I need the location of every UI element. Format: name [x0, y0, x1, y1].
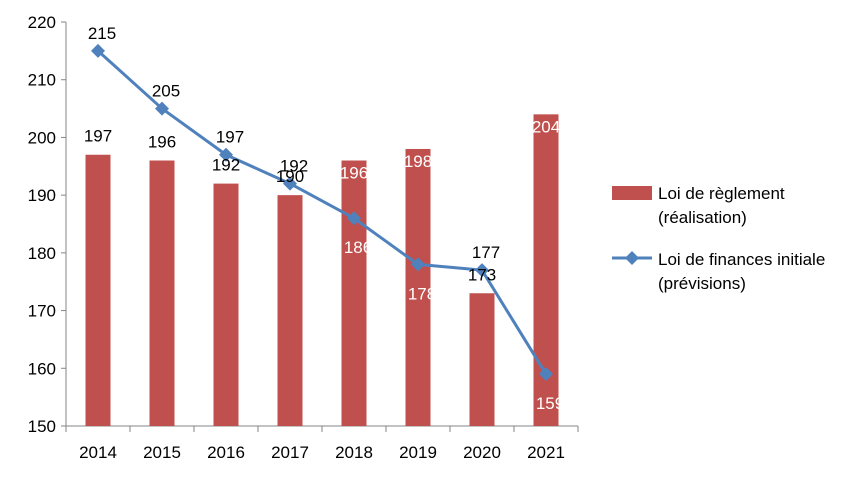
legend: Loi de règlement (réalisation) Loi de fina…: [612, 184, 825, 293]
line-path: [96, 49, 548, 375]
bar-data-label: 197: [84, 127, 112, 146]
y-tick-label: 220: [28, 13, 56, 32]
legend-label-bar: (réalisation): [658, 208, 747, 227]
bar-data-label: 196: [148, 133, 176, 152]
bar-data-label: 204: [532, 117, 560, 136]
line-data-label: 159: [536, 394, 564, 413]
bar-data-label: 196: [340, 164, 368, 183]
line-point-diamond: [411, 257, 425, 272]
x-tick-label: 2015: [143, 443, 181, 462]
y-tick-label: 210: [28, 71, 56, 90]
y-tick-label: 160: [28, 359, 56, 378]
line-data-label: 205: [152, 82, 180, 101]
x-tick-label: 2016: [207, 443, 245, 462]
line-point-diamond: [539, 367, 553, 382]
legend-label-line: (prévisions): [658, 274, 746, 293]
line-point-diamond: [475, 263, 489, 278]
line-data-label: 177: [472, 243, 500, 262]
bar: [213, 183, 239, 426]
legend-swatch-bar: [612, 186, 652, 200]
bar: [149, 160, 175, 426]
x-tick-label: 2020: [463, 443, 501, 462]
y-tick-label: 190: [28, 186, 56, 205]
bar-data-label: 198: [404, 152, 432, 171]
x-tick-label: 2014: [79, 443, 117, 462]
line-point-diamond: [155, 101, 169, 116]
bar: [469, 293, 495, 426]
line-data-label: 197: [216, 128, 244, 147]
y-tick-label: 180: [28, 244, 56, 263]
bar-data-label: 190: [276, 167, 304, 186]
legend-swatch-diamond: [625, 251, 639, 265]
bar-data-label: 173: [468, 265, 496, 284]
bar: [341, 160, 367, 426]
legend-label-bar: Loi de règlement: [658, 184, 785, 203]
y-tick-label: 170: [28, 302, 56, 321]
bar: [277, 195, 303, 426]
y-axis: 150 160 170 180 190 200 210 220: [28, 13, 67, 436]
legend-label-line: Loi de finances initiale: [658, 250, 825, 269]
line-data-label: 178: [408, 284, 436, 303]
x-tick-label: 2018: [335, 443, 373, 462]
bar-series: [85, 114, 559, 426]
x-tick-label: 2021: [527, 443, 565, 462]
line-point-diamond: [91, 43, 105, 58]
line-data-label: 186: [344, 238, 372, 257]
line-data-label: 215: [88, 24, 116, 43]
bar-data-label: 192: [212, 156, 240, 175]
line-series: [91, 43, 553, 382]
line-data-label: 192: [280, 157, 308, 176]
y-tick-label: 200: [28, 128, 56, 147]
bar: [405, 148, 431, 426]
x-tick-label: 2017: [271, 443, 309, 462]
line-point-diamond: [283, 176, 297, 191]
x-tick-label: 2019: [399, 443, 437, 462]
bar: [85, 154, 111, 426]
x-axis: 2014 2015 2016 2017 2018 2019 2020 2021: [65, 425, 579, 462]
y-tick-label: 150: [28, 417, 56, 436]
line-point-diamond: [347, 211, 361, 226]
line-point-diamond: [219, 147, 233, 162]
